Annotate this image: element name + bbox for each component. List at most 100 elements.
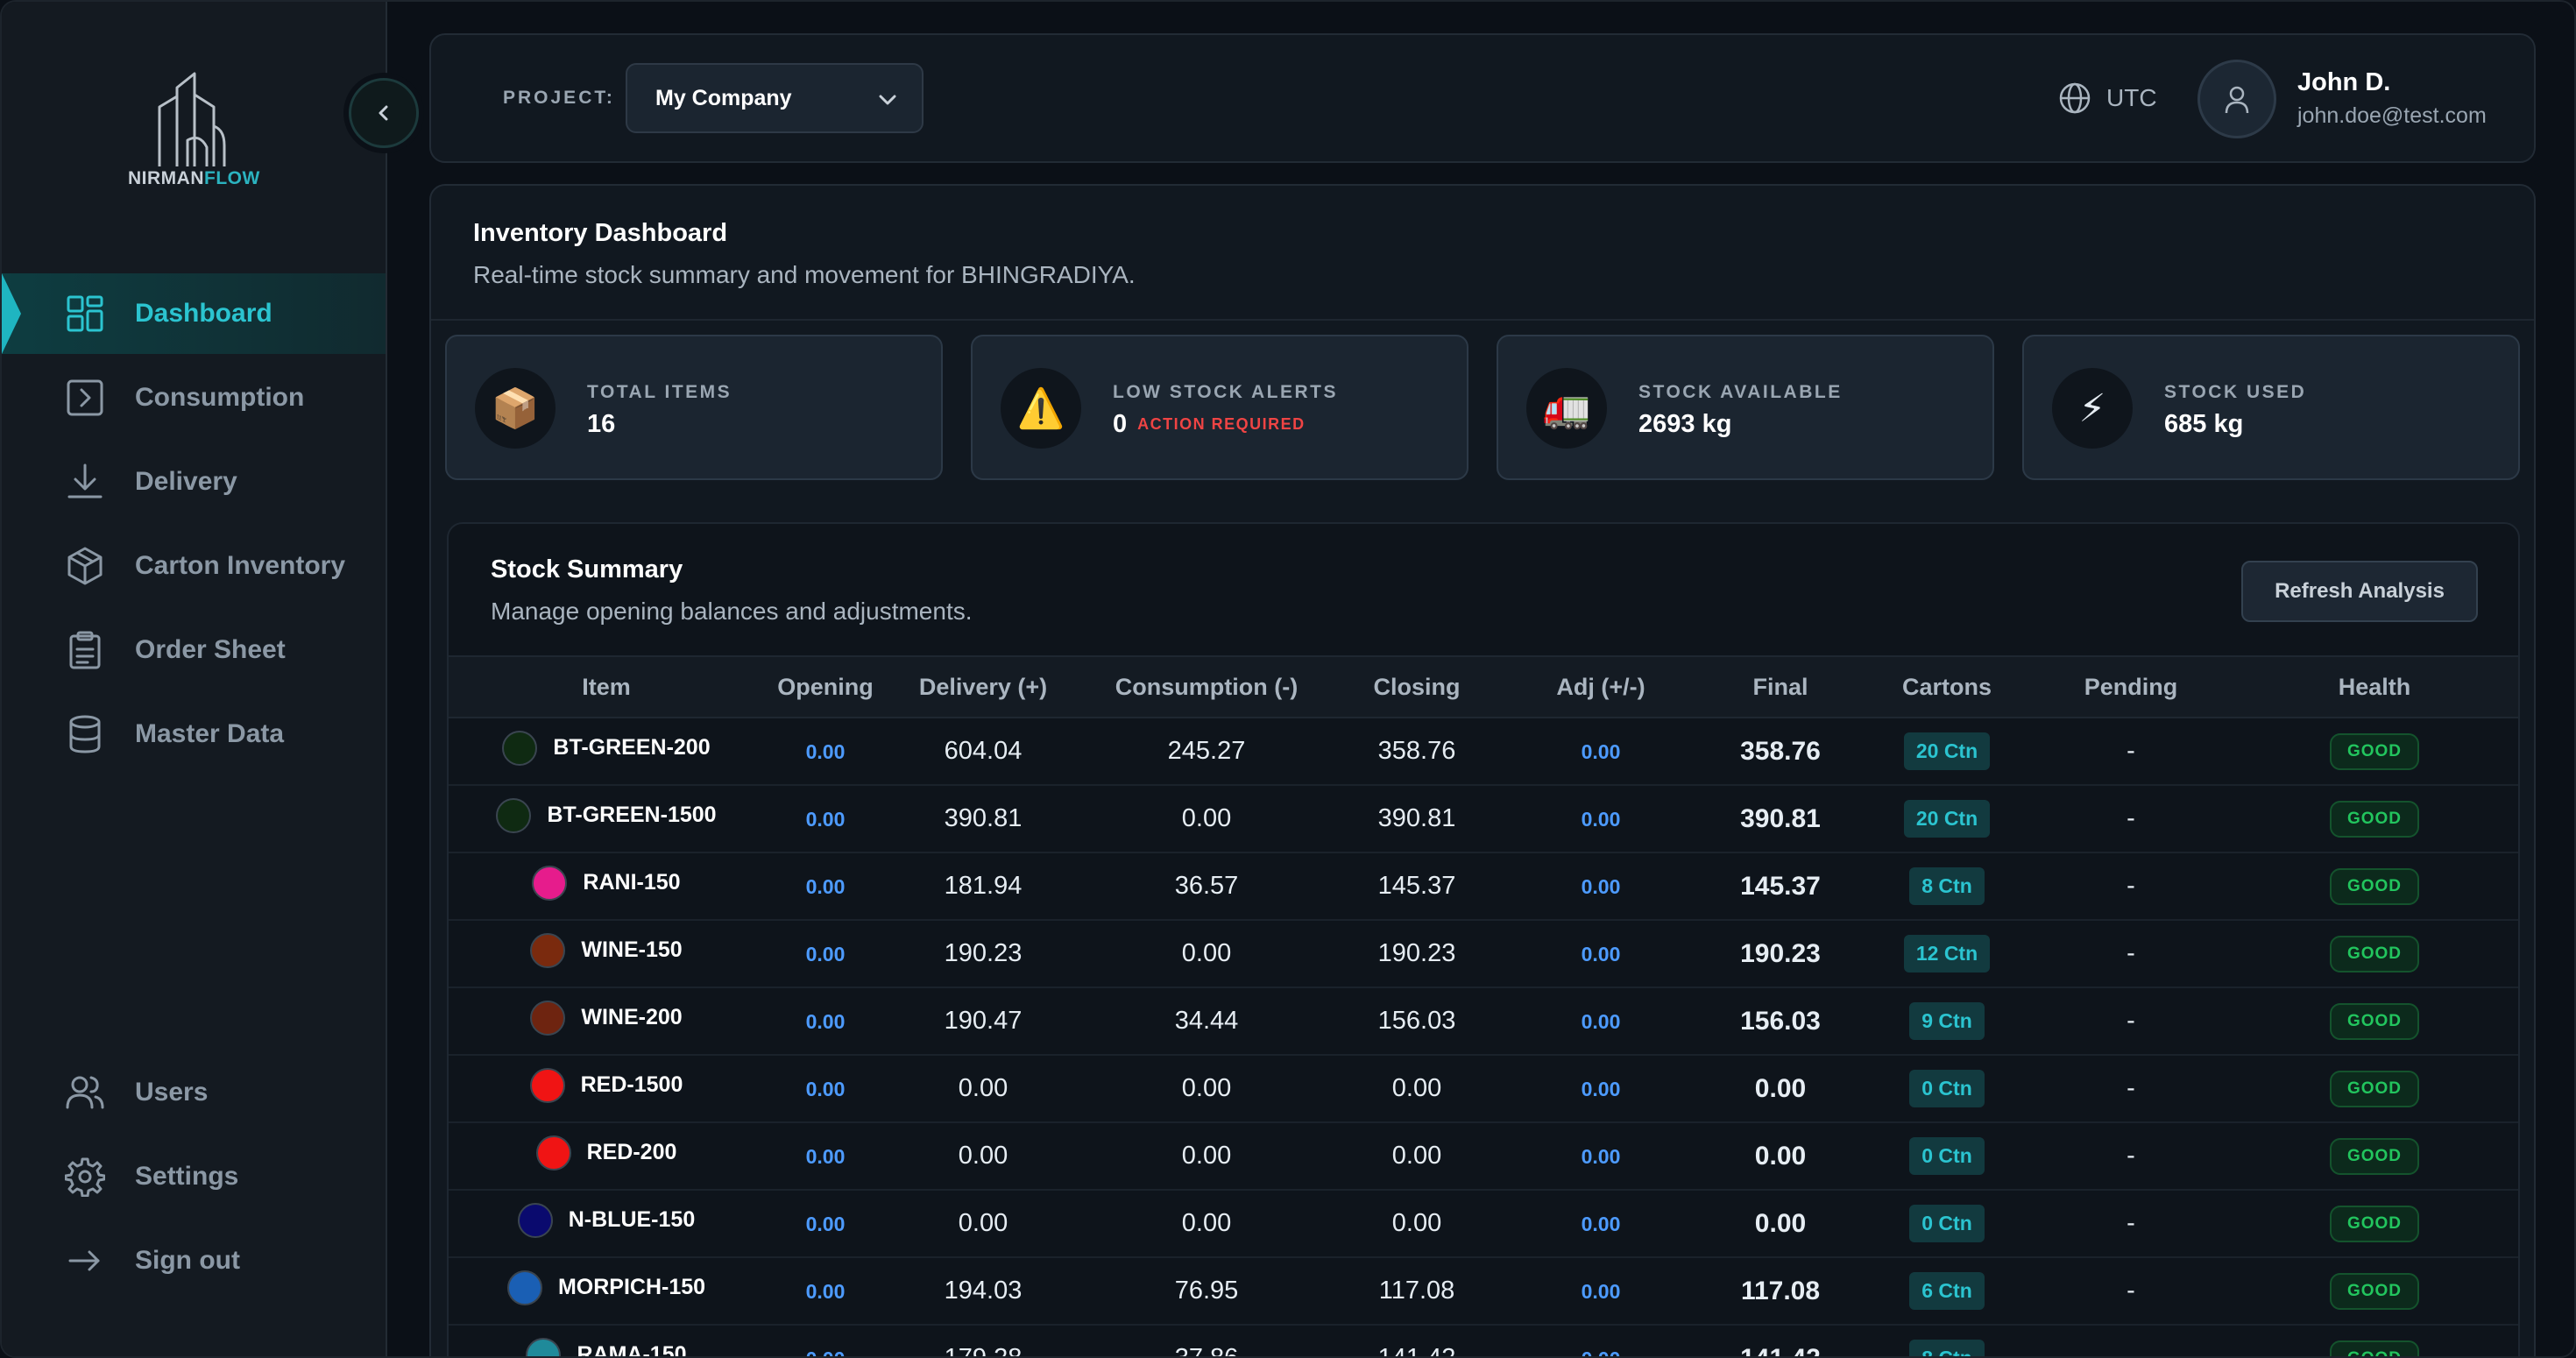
cartons-cell: 6 Ctn <box>1859 1257 2035 1326</box>
opening-cell[interactable]: 0.00 <box>764 785 887 853</box>
opening-cell[interactable]: 0.00 <box>764 1325 887 1356</box>
brand-name: NIRMANFLOW <box>128 168 260 188</box>
delivery-cell: 0.00 <box>887 1055 1079 1123</box>
column-header: Item <box>449 655 764 718</box>
adj-cell[interactable]: 0.00 <box>1500 1325 1702 1356</box>
opening-cell[interactable]: 0.00 <box>764 718 887 786</box>
table-row[interactable]: MORPICH-150 0.00 194.03 76.95 117.08 0.00 117.… <box>449 1257 2518 1326</box>
color-swatch <box>535 1135 571 1171</box>
health-badge: GOOD <box>2329 1205 2420 1242</box>
table-row[interactable]: WINE-200 0.00 190.47 34.44 156.03 0.00 156.03 9… <box>449 987 2518 1056</box>
stock-table: Item Opening Delivery (+) Consumption (-) Cl… <box>449 655 2518 1356</box>
timezone-selector[interactable]: UTC <box>2057 81 2157 116</box>
opening-cell[interactable]: 0.00 <box>764 920 887 988</box>
stock-summary-title: Stock Summary <box>491 555 683 584</box>
column-header: Pending <box>2035 655 2227 718</box>
adj-cell[interactable]: 0.00 <box>1500 785 1702 853</box>
cartons-cell: 9 Ctn <box>1859 987 2035 1056</box>
page-title: Inventory Dashboard <box>473 219 728 247</box>
stat-card-low-stock-alerts: ⚠️ LOW STOCK ALERTS 0 ACTION REQUIRED <box>971 335 1468 480</box>
sidebar-item-settings[interactable]: Settings <box>2 1136 386 1217</box>
adj-cell[interactable]: 0.00 <box>1500 1055 1702 1123</box>
item-cell: WINE-150 <box>449 920 764 988</box>
column-header: Closing <box>1334 655 1500 718</box>
collapse-sidebar-button[interactable] <box>349 78 419 148</box>
delivery-cell: 604.04 <box>887 718 1079 786</box>
sidebar-item-master-data[interactable]: Master Data <box>2 694 386 774</box>
adj-cell[interactable]: 0.00 <box>1500 920 1702 988</box>
table-row[interactable]: RED-200 0.00 0.00 0.00 0.00 0.00 0.00 0 Ctn - GOO… <box>449 1122 2518 1191</box>
health-badge: GOOD <box>2329 1002 2420 1040</box>
delivery-cell: 390.81 <box>887 785 1079 853</box>
closing-cell: 117.08 <box>1334 1257 1500 1326</box>
color-swatch <box>506 1270 542 1305</box>
closing-cell: 0.00 <box>1334 1122 1500 1191</box>
table-row[interactable]: RAMA-1500.00179.2837.86141.420.00141.428… <box>449 1325 2518 1356</box>
item-name: N-BLUE-150 <box>568 1207 696 1232</box>
sidebar-item-dashboard[interactable]: Dashboard <box>2 273 386 354</box>
color-swatch <box>529 1067 565 1103</box>
sidebar-item-carton-inventory[interactable]: Carton Inventory <box>2 526 386 606</box>
item-cell: RED-200 <box>449 1122 764 1191</box>
adj-cell[interactable]: 0.00 <box>1500 852 1702 921</box>
delivery-cell: 194.03 <box>887 1257 1079 1326</box>
sidebar-item-delivery[interactable]: Delivery <box>2 442 386 522</box>
stat-value: 2693 kg <box>1638 410 1732 438</box>
opening-cell[interactable]: 0.00 <box>764 1122 887 1191</box>
consumption-cell: 34.44 <box>1079 987 1334 1056</box>
opening-cell[interactable]: 0.00 <box>764 852 887 921</box>
final-cell: 390.81 <box>1702 785 1859 853</box>
sidebar-item-label: Users <box>135 1078 209 1107</box>
item-cell: WINE-200 <box>449 987 764 1056</box>
table-row[interactable]: RANI-150 0.00 181.94 36.57 145.37 0.00 145.37 8… <box>449 852 2518 921</box>
health-cell: GOOD <box>2227 785 2518 853</box>
pending-cell: - <box>2035 1055 2227 1123</box>
pending-cell: - <box>2035 785 2227 853</box>
table-row[interactable]: WINE-150 0.00 190.23 0.00 190.23 0.00 190.23 12… <box>449 920 2518 988</box>
opening-cell[interactable]: 0.00 <box>764 1190 887 1258</box>
color-swatch <box>530 932 566 968</box>
cartons-badge: 20 Ctn <box>1903 732 1991 770</box>
health-badge: GOOD <box>2329 1137 2420 1175</box>
refresh-analysis-button[interactable]: Refresh Analysis <box>2241 561 2478 622</box>
item-cell: MORPICH-150 <box>449 1257 764 1326</box>
user-avatar[interactable] <box>2197 60 2276 138</box>
consumption-cell: 36.57 <box>1079 852 1334 921</box>
brand-logo[interactable]: NIRMANFLOW <box>124 72 265 195</box>
table-row[interactable]: N-BLUE-150 0.00 0.00 0.00 0.00 0.00 0.00 0 Ctn -… <box>449 1190 2518 1258</box>
sidebar-item-users[interactable]: Users <box>2 1052 386 1133</box>
closing-cell: 0.00 <box>1334 1055 1500 1123</box>
stock-summary-subtitle: Manage opening balances and adjustments. <box>491 598 973 625</box>
adj-cell[interactable]: 0.00 <box>1500 1190 1702 1258</box>
table-row[interactable]: RED-1500 0.00 0.00 0.00 0.00 0.00 0.00 0 Ctn - GO… <box>449 1055 2518 1123</box>
adj-cell[interactable]: 0.00 <box>1500 1122 1702 1191</box>
adj-cell[interactable]: 0.00 <box>1500 718 1702 786</box>
delivery-cell: 0.00 <box>887 1122 1079 1191</box>
project-select[interactable]: My Company <box>626 63 924 133</box>
adj-cell[interactable]: 0.00 <box>1500 987 1702 1056</box>
column-header: Consumption (-) <box>1079 655 1334 718</box>
sidebar-item-consumption[interactable]: Consumption <box>2 357 386 438</box>
opening-cell[interactable]: 0.00 <box>764 1257 887 1326</box>
final-cell: 117.08 <box>1702 1257 1859 1326</box>
item-name: BT-GREEN-1500 <box>547 803 717 827</box>
table-row[interactable]: BT-GREEN-200 0.00 604.04 245.27 358.76 0.00 35… <box>449 718 2518 786</box>
opening-cell[interactable]: 0.00 <box>764 987 887 1056</box>
cartons-cell: 8 Ctn <box>1859 1325 2035 1356</box>
table-row[interactable]: BT-GREEN-1500 0.00 390.81 0.00 390.81 0.00 390… <box>449 785 2518 853</box>
chevron-down-icon <box>879 95 896 105</box>
color-swatch <box>530 1000 566 1036</box>
gear-icon <box>65 1157 105 1197</box>
adj-cell[interactable]: 0.00 <box>1500 1257 1702 1326</box>
color-swatch <box>517 1202 553 1238</box>
lightning-icon: ⚡ <box>2052 368 2133 449</box>
opening-cell[interactable]: 0.00 <box>764 1055 887 1123</box>
sidebar-item-sign-out[interactable]: Sign out <box>2 1220 386 1301</box>
cartons-badge: 9 Ctn <box>1909 1002 1985 1040</box>
sidebar-item-order-sheet[interactable]: Order Sheet <box>2 610 386 690</box>
delivery-cell: 181.94 <box>887 852 1079 921</box>
column-header: Final <box>1702 655 1859 718</box>
main-panel: Inventory Dashboard Real-time stock summ… <box>429 184 2536 1356</box>
table-header-row: Item Opening Delivery (+) Consumption (-) Cl… <box>449 655 2518 718</box>
